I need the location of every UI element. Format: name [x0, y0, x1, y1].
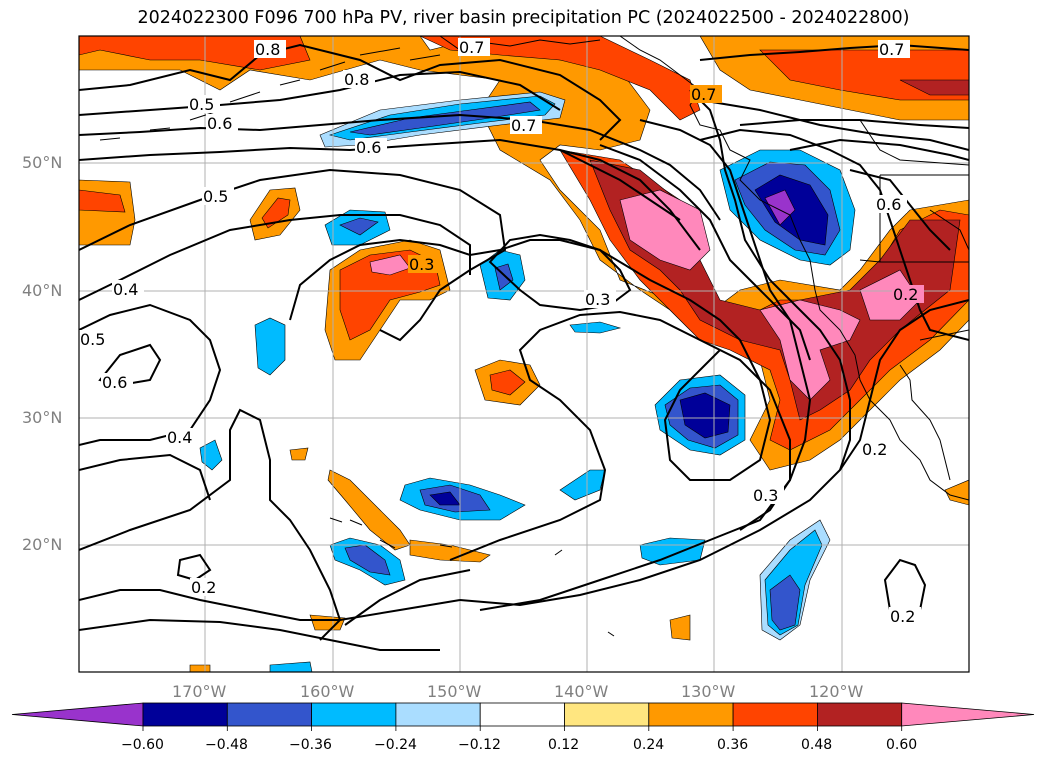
graticule	[79, 36, 969, 672]
colorbar-segment	[395, 702, 481, 727]
colorbar-segment	[564, 702, 650, 727]
contour-label: 0.6	[356, 138, 381, 157]
lat-tick-label: 30°N	[22, 408, 63, 427]
contour-label: 0.3	[409, 255, 434, 274]
contour-label: 0.4	[113, 280, 138, 299]
colorbar-tick-label: 0.24	[633, 737, 665, 753]
contour-label: 0.2	[191, 578, 216, 597]
contour-label: 0.5	[189, 95, 214, 114]
contour-label: 0.4	[167, 428, 192, 447]
contour-label: 0.6	[876, 195, 901, 214]
contour-label: 0.3	[585, 290, 610, 309]
colorbar-tick-label: 0.36	[717, 737, 749, 753]
contour-label: 0.6	[207, 114, 232, 133]
contour-label: 0.2	[862, 440, 887, 459]
colorbar-extension-high	[901, 702, 1035, 727]
map-panel: 0.8 0.7 0.8 0.5 0.6 0.7 0.6 0.5 0.3 0.3 …	[79, 36, 969, 672]
colorbar-tick-label: 0.12	[548, 737, 580, 753]
lon-tick-label: 160°W	[300, 682, 355, 701]
contour-label: 0.7	[459, 38, 484, 57]
pv-contours	[79, 43, 969, 651]
lon-tick-label: 130°W	[681, 682, 736, 701]
contour-label: 0.3	[753, 486, 778, 505]
islands	[329, 517, 615, 637]
map-title: 2024022300 F096 700 hPa PV, river basin …	[137, 8, 910, 28]
contour-label: 0.8	[255, 40, 280, 59]
colorbar-segment	[648, 702, 734, 727]
colorbar-segment	[732, 702, 818, 727]
colorbar-segment	[311, 702, 397, 727]
map-frame	[78, 35, 970, 673]
colorbar-segment	[817, 702, 903, 727]
contour-label: 0.5	[203, 187, 228, 206]
contour-label: 0.7	[511, 116, 536, 135]
colorbar-tick-label: 0.48	[801, 737, 833, 753]
colorbar-segment	[479, 702, 565, 727]
colorbar-extension-low	[11, 702, 144, 727]
lat-tick-label: 50°N	[22, 153, 63, 172]
lon-tick-label: 150°W	[427, 682, 482, 701]
lat-tick-label: 20°N	[22, 535, 63, 554]
contour-label: 0.6	[102, 373, 127, 392]
contour-label: 0.7	[691, 85, 716, 104]
contour-label: 0.2	[890, 607, 915, 626]
contour-label: 0.8	[344, 70, 369, 89]
lon-tick-label: 140°W	[554, 682, 609, 701]
lat-tick-label: 40°N	[22, 281, 63, 300]
contour-labels: 0.8 0.7 0.8 0.5 0.6 0.7 0.6 0.5 0.3 0.3 …	[79, 38, 924, 626]
colorbar	[11, 702, 1035, 731]
lon-tick-label: 120°W	[809, 682, 864, 701]
contour-label: 0.7	[879, 40, 904, 59]
colorbar-segment	[226, 702, 313, 727]
colorbar-tick-label: −0.60	[121, 737, 164, 753]
colorbar-segment	[142, 702, 228, 727]
colorbar-tick-label: 0.60	[886, 737, 918, 753]
colorbar-tick-label: −0.12	[458, 737, 501, 753]
lon-tick-label: 170°W	[172, 682, 227, 701]
colorbar-tick-label: −0.24	[374, 737, 417, 753]
shading-negative	[199, 91, 856, 672]
colorbar-tick-label: −0.48	[205, 737, 248, 753]
contour-label: 0.5	[80, 330, 105, 349]
contour-label: 0.2	[893, 285, 918, 304]
colorbar-tick-label: −0.36	[289, 737, 332, 753]
